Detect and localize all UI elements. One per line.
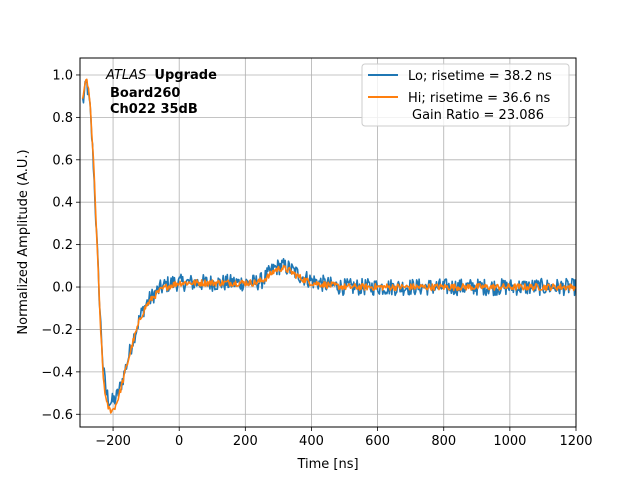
- legend: Lo; risetime = 38.2 ns Hi; risetime = 36…: [361, 63, 570, 127]
- x-tick-label: 400: [299, 434, 324, 449]
- x-tick-label: 1000: [493, 434, 526, 449]
- y-axis-label: Normalized Amplitude (A.U.): [16, 149, 31, 334]
- y-axis: −0.6 −0.4 −0.2 0.0 0.2 0.4 0.6 0.8 1.0: [41, 68, 80, 423]
- svg-text:ATLAS Upgrade: ATLAS Upgrade: [105, 68, 217, 83]
- series-line-lo: [81, 78, 576, 407]
- x-tick-label: 0: [175, 434, 183, 449]
- y-tick-label: 0.0: [52, 281, 73, 296]
- annotation-bold: Upgrade: [154, 68, 217, 83]
- y-tick-label: 1.0: [52, 68, 73, 83]
- plot-frame: [79, 57, 577, 428]
- annotation-italic: ATLAS: [105, 68, 146, 83]
- x-tick-label: −200: [95, 434, 131, 449]
- x-tick-label: 600: [365, 434, 390, 449]
- atlas-annotation: ATLAS Upgrade Board260 Ch022 35dB: [105, 68, 217, 117]
- annotation-line3: Ch022 35dB: [110, 102, 198, 117]
- legend-box: [361, 63, 570, 127]
- x-axis: −200 0 200 400 600 800 1000 1200: [95, 427, 593, 449]
- y-tick-label: 0.2: [52, 238, 73, 253]
- x-tick-label: 200: [233, 434, 258, 449]
- x-tick-label: 1200: [559, 434, 592, 449]
- y-tick-label: 0.8: [52, 111, 73, 126]
- legend-entry-lo: Lo; risetime = 38.2 ns: [408, 69, 552, 84]
- series-line-hi: [81, 78, 576, 414]
- x-axis-label: Time [ns]: [296, 457, 358, 472]
- legend-gain-ratio: Gain Ratio = 23.086: [412, 108, 544, 123]
- y-tick-label: 0.4: [52, 196, 73, 211]
- x-tick-label: 800: [431, 434, 456, 449]
- y-tick-label: −0.2: [41, 323, 73, 338]
- y-tick-label: 0.6: [52, 153, 73, 168]
- y-tick-label: −0.6: [41, 408, 73, 423]
- legend-entry-hi: Hi; risetime = 36.6 ns: [408, 91, 550, 106]
- annotation-line2: Board260: [110, 86, 180, 101]
- series-group: [81, 78, 576, 414]
- y-tick-label: −0.4: [41, 365, 73, 380]
